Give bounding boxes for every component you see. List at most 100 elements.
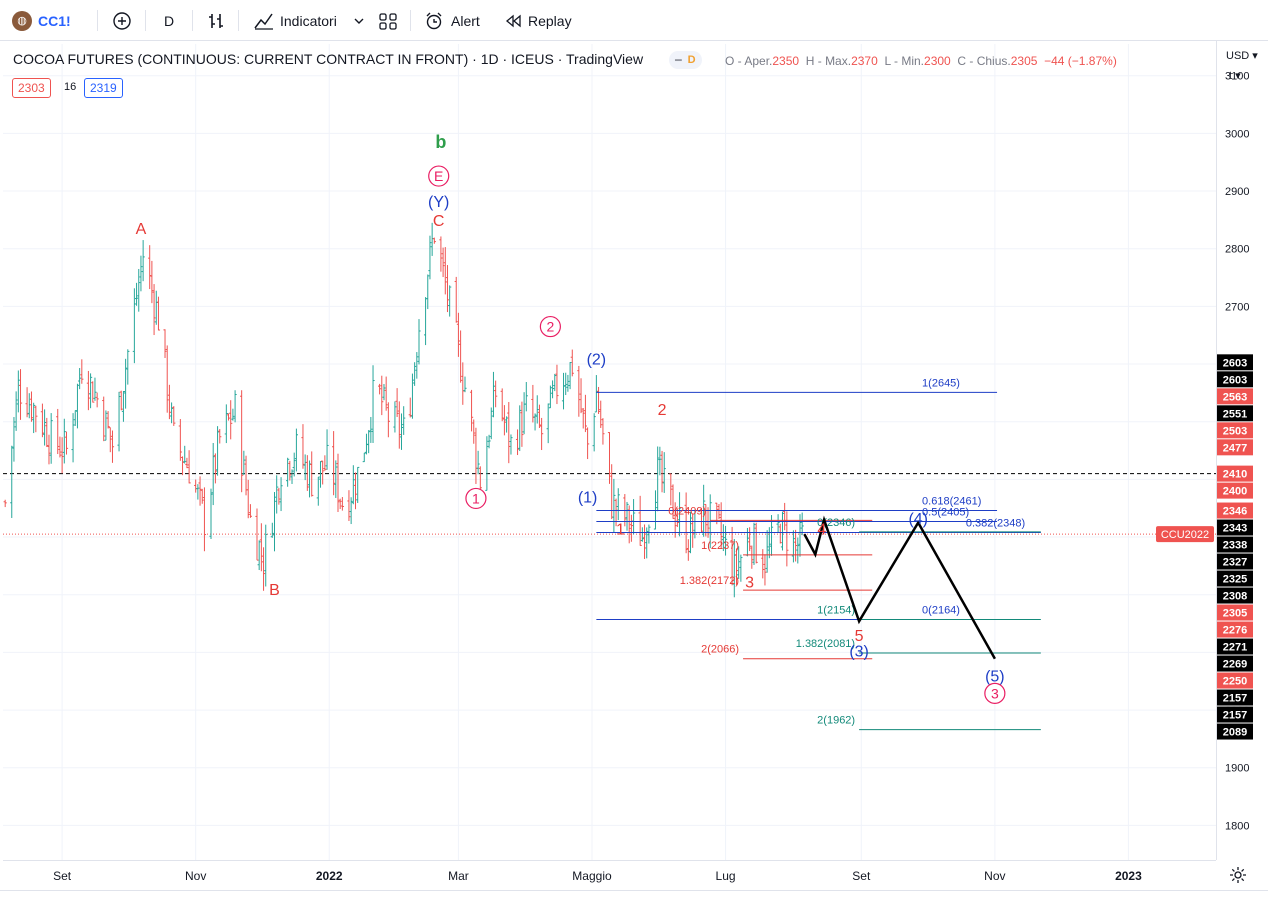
ohlc-bar (537, 404, 542, 429)
ohlc-bar (669, 473, 673, 506)
wave-label-text: E (434, 168, 443, 184)
ohlc-bar (371, 365, 375, 443)
toolbar-divider (97, 10, 98, 31)
ohlc-bar (763, 554, 767, 586)
interval-button[interactable]: D (164, 0, 174, 41)
time-tick-label: 2023 (1115, 869, 1142, 883)
ohlc-bar (49, 413, 53, 464)
ohlc-bar (277, 487, 281, 505)
ohlc-bar (629, 514, 633, 542)
ohlc-bar (459, 330, 463, 383)
ohlc-bar (64, 431, 69, 455)
ohlc-bar (215, 426, 220, 476)
ohlc-bar (194, 479, 198, 493)
grid-layout-icon (379, 12, 397, 30)
wave-label: 3 (745, 574, 754, 591)
price-tag-text: 2603 (1223, 374, 1247, 386)
ohlc-bar (362, 452, 366, 463)
ask-box[interactable]: 2319 (84, 78, 123, 98)
price-chart[interactable]: 1(2645) 0.618(2461)0.5(2405)0.382(2348) 0(… (3, 44, 1216, 860)
time-axis[interactable]: Set Nov 2022 Mar Maggio Lug Set Nov 2023 (3, 860, 1216, 890)
ohlc-bar (183, 445, 187, 464)
time-tick-label: Set (53, 869, 72, 883)
ohlc-bar (367, 430, 371, 454)
ohlc-bar (776, 514, 780, 533)
layouts-button[interactable] (378, 0, 398, 41)
alert-button[interactable]: Alert (424, 0, 480, 41)
ohlc-bar (73, 410, 77, 426)
ohlc-bar (415, 352, 419, 379)
wave-label: (5) (985, 668, 1005, 685)
wave-label: 2 (658, 402, 667, 419)
price-tag-bg (1217, 621, 1253, 638)
chart-type-button[interactable] (206, 0, 226, 41)
ohlc-bar (476, 450, 480, 475)
ohlc-bar (86, 370, 90, 411)
ohlc-bar (502, 405, 507, 436)
bar-chart-icon (209, 13, 223, 28)
ohlc-bar (704, 503, 708, 537)
ohlc-bar (402, 406, 406, 435)
ohlc-bar (673, 502, 677, 538)
wave-label: b (435, 132, 446, 152)
price-tag: 2308 (1217, 587, 1253, 604)
indicators-button[interactable]: Indicatori (253, 0, 337, 41)
indicators-dropdown[interactable] (352, 0, 366, 41)
ohlc-bar (474, 427, 478, 484)
ohlc-bar (47, 434, 51, 465)
change-value: −44 (−1.87%) (1044, 54, 1117, 68)
ohlc-bar (290, 469, 294, 484)
ohlc-bar (448, 285, 452, 317)
wave-label-text: b (435, 132, 446, 152)
price-tag: 2603 (1217, 354, 1253, 371)
compare-button[interactable] (111, 0, 133, 41)
ohlc-bar (533, 413, 537, 431)
ohlc-bar (443, 247, 447, 295)
alert-label: Alert (451, 12, 480, 29)
price-tag-text: 2563 (1223, 391, 1247, 403)
bid-value: 2303 (18, 81, 45, 95)
ohlc-bar (439, 236, 443, 272)
time-tick-label: Lug (716, 869, 736, 883)
ohlc-bar (780, 511, 785, 551)
symbol-search[interactable]: ◍ CC1! (12, 0, 71, 41)
chevron-down-icon: ▾ (1249, 50, 1258, 62)
ohlc-bar (548, 385, 552, 409)
price-axis[interactable]: 1800190020002700280029003000310026032603… (1216, 41, 1268, 860)
open-label: O - Aper. (725, 54, 773, 68)
ohlc-bar (555, 364, 559, 405)
ohlc-bar (546, 403, 550, 444)
ohlc-bar (292, 452, 296, 477)
ohlc-bar (723, 525, 728, 556)
price-tag-text: 2338 (1223, 540, 1247, 552)
ohlc-bar (540, 417, 544, 451)
bottom-panel (0, 890, 1268, 905)
price-tag: 2305 (1217, 604, 1253, 621)
ohlc-bar (27, 393, 31, 419)
ohlc-bar (224, 404, 228, 444)
ohlc-bar (104, 410, 108, 441)
ohlc-bar (794, 529, 798, 562)
replay-button[interactable]: Replay (503, 0, 572, 41)
bid-box[interactable]: 2303 (12, 78, 51, 98)
price-tag: 2346 (1217, 502, 1253, 519)
ohlc-bar (524, 381, 528, 412)
wave-label: 5 (855, 628, 864, 645)
ohlc-bar (231, 408, 235, 421)
unit-selector[interactable]: t ▾ (1229, 69, 1241, 82)
ohlc-bar (445, 265, 450, 313)
ohlc-bar (332, 431, 336, 496)
time-tick-label: Mar (448, 869, 469, 883)
currency-selector[interactable]: USD ▾ (1226, 49, 1258, 62)
ohlc-bar (338, 498, 342, 510)
low-value: 2300 (924, 54, 951, 68)
chart-settings-button[interactable] (1229, 866, 1247, 889)
ohlc-bar (242, 450, 246, 475)
ohlc-bar (286, 457, 290, 487)
ohlc-bar (796, 537, 800, 564)
ohlc-bar (167, 384, 172, 420)
ohlc-bar (150, 260, 154, 304)
ohlc-bar (137, 268, 141, 312)
price-tag-bg (1217, 371, 1253, 388)
ohlc-bar (347, 490, 351, 522)
